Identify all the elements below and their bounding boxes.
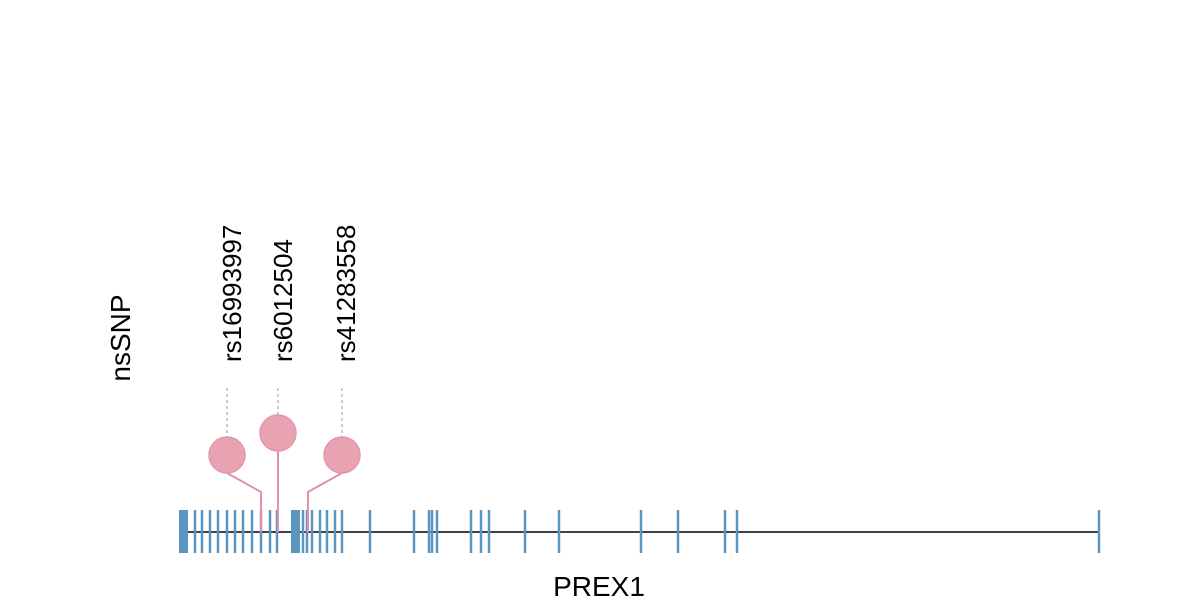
snp-label: rs41283558 <box>331 225 361 362</box>
track-label: nsSNP <box>105 294 136 381</box>
snp-head <box>208 436 246 474</box>
snp-connector <box>226 472 262 532</box>
snp-label: rs16993997 <box>217 225 247 362</box>
gene-name: PREX1 <box>553 571 645 600</box>
snp-label: rs6012504 <box>268 239 298 362</box>
snp-head <box>259 414 297 452</box>
snp-head <box>323 436 361 474</box>
snp: rs16993997 <box>208 225 262 532</box>
snp: rs41283558 <box>307 225 361 532</box>
snp: rs6012504 <box>259 239 298 532</box>
exon-block <box>179 510 188 553</box>
exon-block <box>291 510 300 553</box>
snp-connector <box>307 472 343 532</box>
